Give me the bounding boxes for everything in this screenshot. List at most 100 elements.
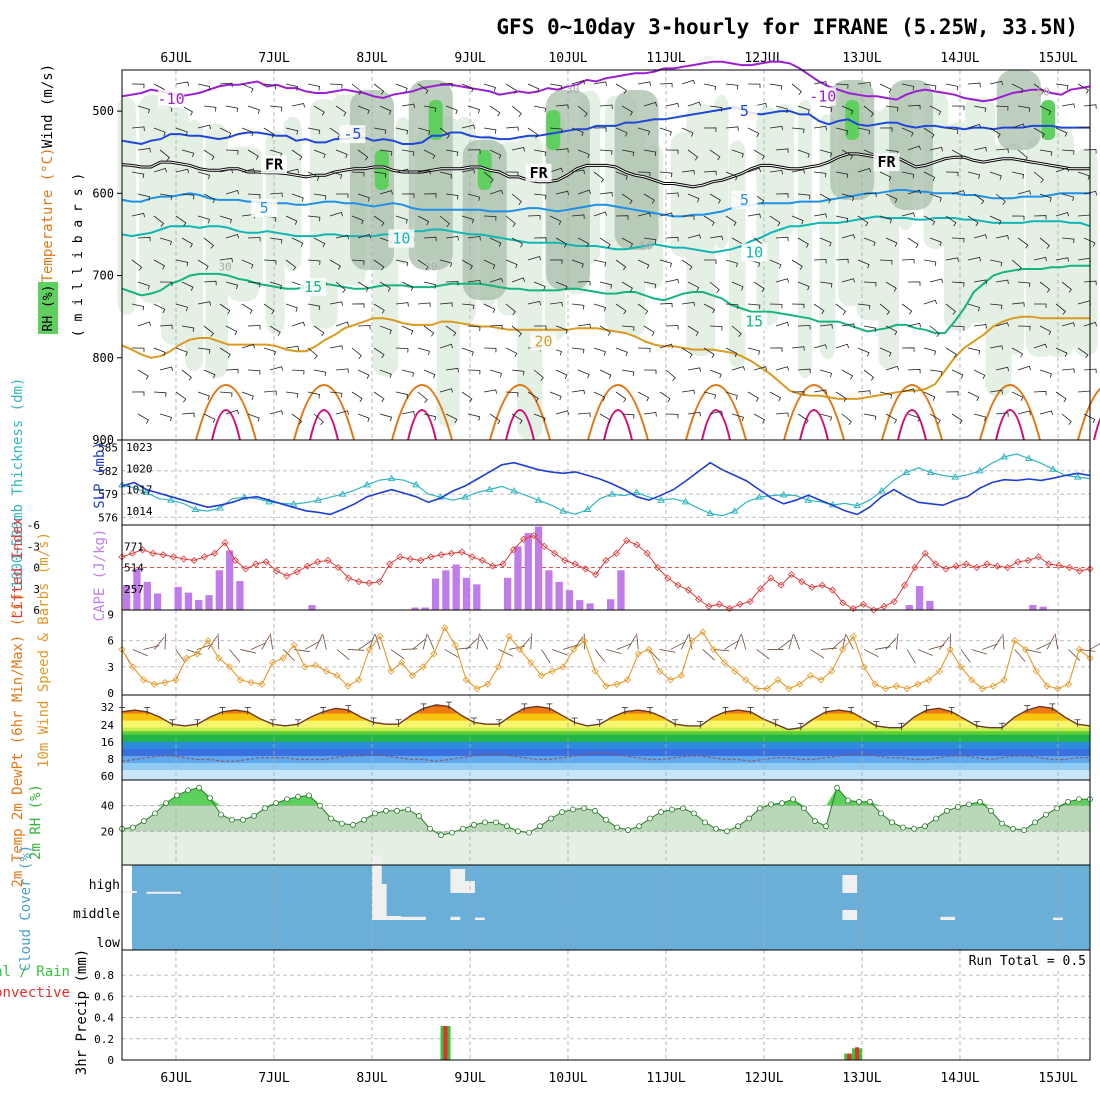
rh2m-marker [846, 798, 851, 803]
slp-tick-label: 1023 [126, 441, 153, 454]
slp-tick-label: 1014 [126, 505, 153, 518]
rh-blob-dark [546, 110, 560, 150]
rh2m-marker [681, 806, 686, 811]
rh2m-marker [736, 824, 741, 829]
wind10-barb [176, 649, 185, 662]
wind10-barb [1055, 634, 1058, 650]
rh2m-marker [978, 799, 983, 804]
t2m-panel [119, 695, 1090, 781]
date-label-bottom: 6JUL [160, 1071, 191, 1086]
wind10-barb [531, 633, 532, 649]
cape-bar [226, 550, 233, 610]
wind10-line [122, 628, 1090, 689]
wind10-barb [230, 649, 240, 661]
wind10-barb [218, 633, 219, 649]
rh2m-marker [956, 804, 961, 809]
cape-bar [926, 601, 933, 610]
cape-bar [586, 603, 593, 610]
rh-blob-light [1045, 128, 1074, 357]
wind10-barb [606, 649, 621, 653]
date-label-top: 14JUL [940, 51, 979, 66]
cloud-gap [387, 916, 402, 920]
wind10-barb [337, 649, 349, 659]
rh2m-marker [450, 830, 455, 835]
cape-bar [453, 565, 460, 610]
rh2m-marker [1033, 820, 1038, 825]
rh2m-marker [967, 802, 972, 807]
rh2m-marker [791, 797, 796, 802]
rh2m-marker [142, 819, 147, 824]
rh2m-marker [593, 808, 598, 813]
wind10-barb [972, 649, 987, 654]
cape-bar [535, 526, 542, 610]
rh-blob-light [686, 104, 715, 356]
cape-bar [185, 593, 192, 610]
contour-label: 15 [304, 278, 322, 296]
rh2m-marker [483, 820, 488, 825]
date-label-bottom: 15JUL [1038, 1071, 1077, 1086]
cape-bar [576, 600, 583, 610]
cape-bar [144, 582, 151, 610]
cloud-panel [117, 855, 1090, 950]
wind10-barb [423, 634, 427, 650]
date-label-bottom: 11JUL [646, 1071, 685, 1086]
wind10-barb [541, 649, 550, 662]
rh2m-marker [923, 824, 928, 829]
rh2m-marker [340, 821, 345, 826]
temperature-contour-30 [1094, 410, 1100, 440]
rh2m-panel [120, 780, 1093, 865]
precip-tick-label: 0.6 [94, 990, 114, 1003]
temp-band [122, 728, 1090, 732]
cape-bar [1029, 605, 1036, 610]
rh2m-marker [659, 810, 664, 815]
precip-tick-label: 0 [107, 1054, 114, 1067]
cape-bar [216, 570, 223, 610]
date-label-top: 9JUL [454, 51, 485, 66]
rh2m-marker [758, 806, 763, 811]
rh2m-marker [197, 785, 202, 790]
date-label-top: 11JUL [646, 51, 685, 66]
wind10-barb [428, 635, 434, 650]
rh2m-marker [516, 829, 521, 834]
rh-blob-light [775, 104, 794, 237]
rh2m-marker [219, 812, 224, 817]
rh2m-marker [1055, 806, 1060, 811]
lifted-index-line [122, 536, 1090, 610]
rh2m-marker [494, 820, 499, 825]
rh2m-marker [648, 816, 653, 821]
precip-tick-label: 0.2 [94, 1033, 114, 1046]
wind10-barb [907, 649, 915, 663]
contour-label: 20 [534, 332, 552, 350]
rh2m-marker [164, 801, 169, 806]
wind10-barb [455, 648, 471, 650]
rh2m-marker [571, 807, 576, 812]
wind10-barb [498, 649, 513, 656]
t2m-tick-label: 24 [101, 719, 115, 732]
rh2m-marker [604, 817, 609, 822]
rh2m-tick-label: 40 [101, 800, 114, 813]
contour-label: 5 [740, 102, 749, 120]
wind10-barb [896, 634, 898, 650]
wind10-barb [402, 649, 418, 650]
rh2m-marker [351, 822, 356, 827]
rh2m-marker [703, 820, 708, 825]
wind10-barb [886, 638, 897, 650]
rh2m-marker [835, 785, 840, 790]
rh2m-marker [384, 808, 389, 813]
cape-bar [174, 587, 181, 610]
contour-label: 10 [745, 244, 763, 262]
cape-bar [205, 595, 212, 610]
precip-total-label: Total / Rain [0, 964, 70, 980]
rh2m-marker [714, 826, 719, 831]
rh2m-marker [373, 811, 378, 816]
rh-blob-dark [375, 150, 389, 190]
temp-bands [122, 699, 1090, 781]
cape-bar [916, 586, 923, 610]
date-label-bottom: 9JUL [454, 1071, 485, 1086]
precip-convective-bar [855, 1047, 859, 1060]
date-label-top: 8JUL [356, 51, 387, 66]
